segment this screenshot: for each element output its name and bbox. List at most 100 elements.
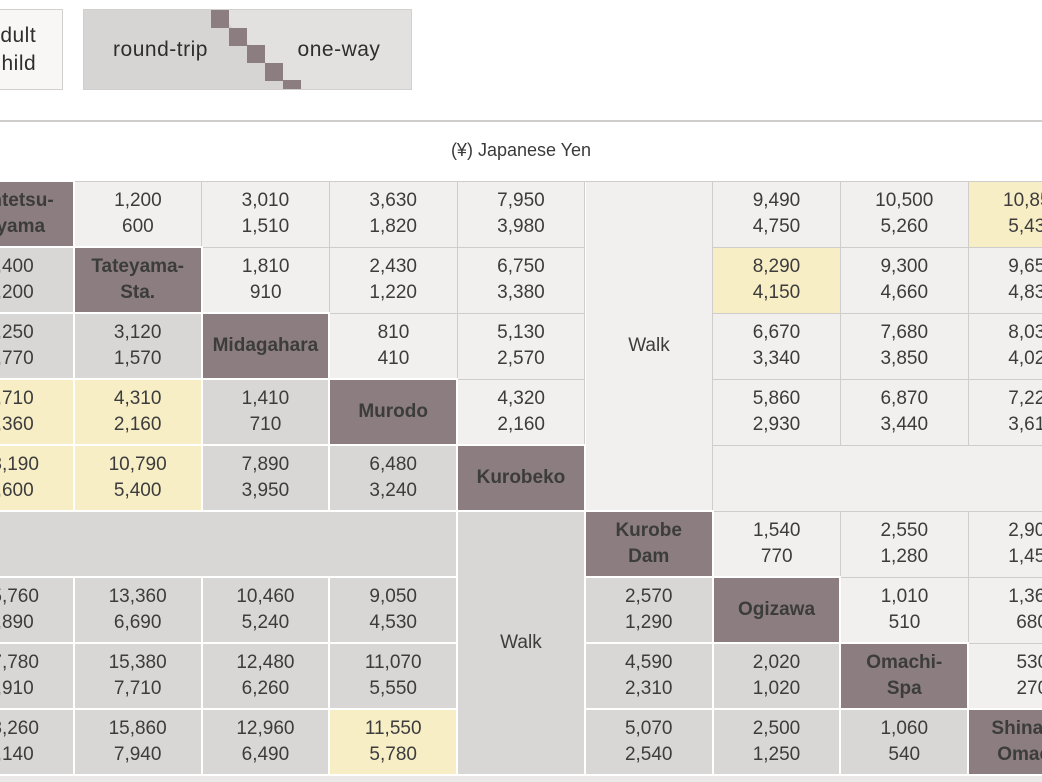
fare-cell: 9,300 4,660 bbox=[839, 246, 969, 314]
fare-adult: 1,200 bbox=[114, 189, 162, 211]
fare-adult: 3,010 bbox=[241, 190, 290, 211]
stairs-step-icon bbox=[265, 63, 283, 81]
fare-child: 1,250 bbox=[752, 744, 801, 765]
blank-cell bbox=[0, 510, 459, 578]
fare-child: 710 bbox=[249, 414, 282, 435]
fare-child: 4,150 bbox=[752, 282, 801, 303]
fare-cell: 3,630 1,820 bbox=[328, 180, 458, 248]
walk-cell: Walk bbox=[584, 180, 714, 512]
fare-cell: 2,430 1,220 bbox=[328, 246, 458, 314]
station-cell-omachi-spa: Omachi- Spa bbox=[839, 642, 970, 710]
fare-cell: 18,260 9,140 bbox=[0, 708, 75, 776]
fare-child: 2,310 bbox=[624, 678, 673, 699]
fare-child: 5,780 bbox=[369, 744, 417, 765]
fare-cell: 5,250 2,770 bbox=[0, 312, 75, 380]
fare-cell: 7,950 3,980 bbox=[456, 180, 586, 248]
fare-cell: 5,130 2,570 bbox=[456, 312, 586, 380]
fare-cell: 2,020 1,020 bbox=[711, 642, 842, 710]
fare-child: 7,940 bbox=[113, 744, 162, 765]
stairs-step-icon bbox=[283, 80, 301, 89]
fare-cell: 7,220 3,610 bbox=[967, 378, 1042, 446]
fare-adult: 1,010 bbox=[880, 585, 929, 607]
fare-cell: 1,810 910 bbox=[201, 246, 330, 314]
fare-table-body: Dentetsu- Toyama 1,200 600 3,010 1,510 3,630 1… bbox=[0, 180, 1042, 782]
fare-adult: 9,300 bbox=[880, 256, 929, 277]
fare-child: 6,600 bbox=[0, 480, 34, 501]
fare-adult: 17,780 bbox=[0, 652, 39, 673]
fare-cell: 9,650 4,830 bbox=[967, 246, 1042, 314]
fare-adult: 4,590 bbox=[624, 652, 673, 673]
strip-cell bbox=[0, 774, 1042, 782]
fare-child: 1,280 bbox=[880, 546, 929, 567]
fare-adult: 18,260 bbox=[0, 718, 39, 739]
fare-adult: 7,680 bbox=[880, 322, 929, 343]
adult-label: Adult bbox=[0, 23, 37, 47]
fare-cell: 3,120 1,570 bbox=[72, 312, 203, 380]
fare-child: 3,240 bbox=[369, 480, 417, 501]
fare-adult: 15,860 bbox=[108, 718, 167, 739]
fare-adult: 2,430 bbox=[369, 256, 417, 277]
fare-cell: 6,870 3,440 bbox=[839, 378, 969, 446]
trip-type-legend: round-trip one-way bbox=[83, 9, 412, 90]
stairs-step-icon bbox=[229, 28, 247, 46]
fare-adult: 9,650 bbox=[1008, 256, 1042, 277]
fare-cell: 11,550 5,780 bbox=[328, 708, 459, 776]
fare-adult: 5,130 bbox=[497, 322, 545, 343]
fare-adult: 2,570 bbox=[624, 586, 673, 607]
fare-child: 600 bbox=[122, 215, 154, 237]
fare-child: 270 bbox=[1016, 677, 1042, 699]
fare-child: 4,530 bbox=[369, 612, 417, 633]
station-cell-murodo: Murodo bbox=[328, 378, 459, 446]
fare-child: 6,260 bbox=[241, 678, 290, 699]
fare-cell: 15,760 7,890 bbox=[0, 576, 75, 644]
fare-adult: 15,380 bbox=[108, 652, 167, 673]
fare-cell: 4,590 2,310 bbox=[583, 642, 714, 710]
fare-child: 3,950 bbox=[241, 480, 290, 501]
fare-cell: 6,480 3,240 bbox=[328, 444, 459, 512]
fare-child: 5,550 bbox=[369, 678, 417, 699]
fare-cell: 8,030 4,020 bbox=[967, 312, 1042, 380]
fare-child: 2,160 bbox=[113, 414, 162, 435]
fare-child: 5,240 bbox=[241, 612, 290, 633]
fare-child: 3,850 bbox=[880, 348, 929, 369]
fare-adult: 7,950 bbox=[497, 190, 545, 211]
fare-cell: 6,750 3,380 bbox=[456, 246, 586, 314]
fare-adult: 1,810 bbox=[241, 255, 290, 277]
fare-adult: 2,550 bbox=[880, 520, 929, 541]
fare-child: 5,400 bbox=[113, 480, 162, 501]
fare-adult: 4,320 bbox=[497, 387, 545, 409]
fare-cell: 2,570 1,290 bbox=[583, 576, 714, 644]
fare-cell: 5,860 2,930 bbox=[712, 378, 841, 446]
fare-adult: 8,030 bbox=[1008, 322, 1042, 343]
fare-cell: 2,400 1,200 bbox=[0, 246, 75, 314]
fare-child: 1,020 bbox=[752, 678, 801, 699]
fare-adult: 5,860 bbox=[752, 388, 801, 409]
fare-cell: 15,380 7,710 bbox=[72, 642, 203, 710]
one-way-label: one-way bbox=[297, 37, 381, 61]
fare-child: 1,570 bbox=[113, 348, 162, 369]
fare-cell: 9,050 4,530 bbox=[328, 576, 459, 644]
fare-adult: 8,290 bbox=[752, 256, 801, 277]
station-cell-shinano-omachi: Shinano- Omachi bbox=[967, 708, 1042, 776]
fare-child: 1,450 bbox=[1008, 546, 1042, 567]
fare-child: 4,020 bbox=[1008, 348, 1042, 369]
fare-adult: 5,250 bbox=[0, 322, 34, 343]
adult-child-legend: Adult Child bbox=[0, 9, 63, 90]
fare-cell: 6,670 3,340 bbox=[712, 312, 841, 380]
fare-cell: 4,310 2,160 bbox=[72, 378, 203, 446]
fare-child: 7,710 bbox=[113, 678, 162, 699]
fare-cell: 5,070 2,540 bbox=[583, 708, 714, 776]
fare-adult: 810 bbox=[377, 321, 410, 343]
fare-adult: 9,490 bbox=[752, 190, 801, 211]
fare-table: Dentetsu- Toyama 1,200 600 3,010 1,510 3,630 1… bbox=[0, 180, 1042, 782]
fare-adult: 1,540 bbox=[752, 519, 801, 541]
fare-child: 4,830 bbox=[1008, 282, 1042, 303]
fare-adult: 12,480 bbox=[236, 652, 295, 673]
fare-child: 1,200 bbox=[0, 282, 34, 303]
fare-adult: 4,310 bbox=[113, 388, 162, 409]
fare-cell: 8,290 4,150 bbox=[712, 246, 841, 314]
fare-adult: 5,070 bbox=[624, 718, 673, 739]
fare-adult: 11,550 bbox=[364, 718, 422, 739]
fare-cell: 10,850 5,430 bbox=[967, 180, 1042, 248]
